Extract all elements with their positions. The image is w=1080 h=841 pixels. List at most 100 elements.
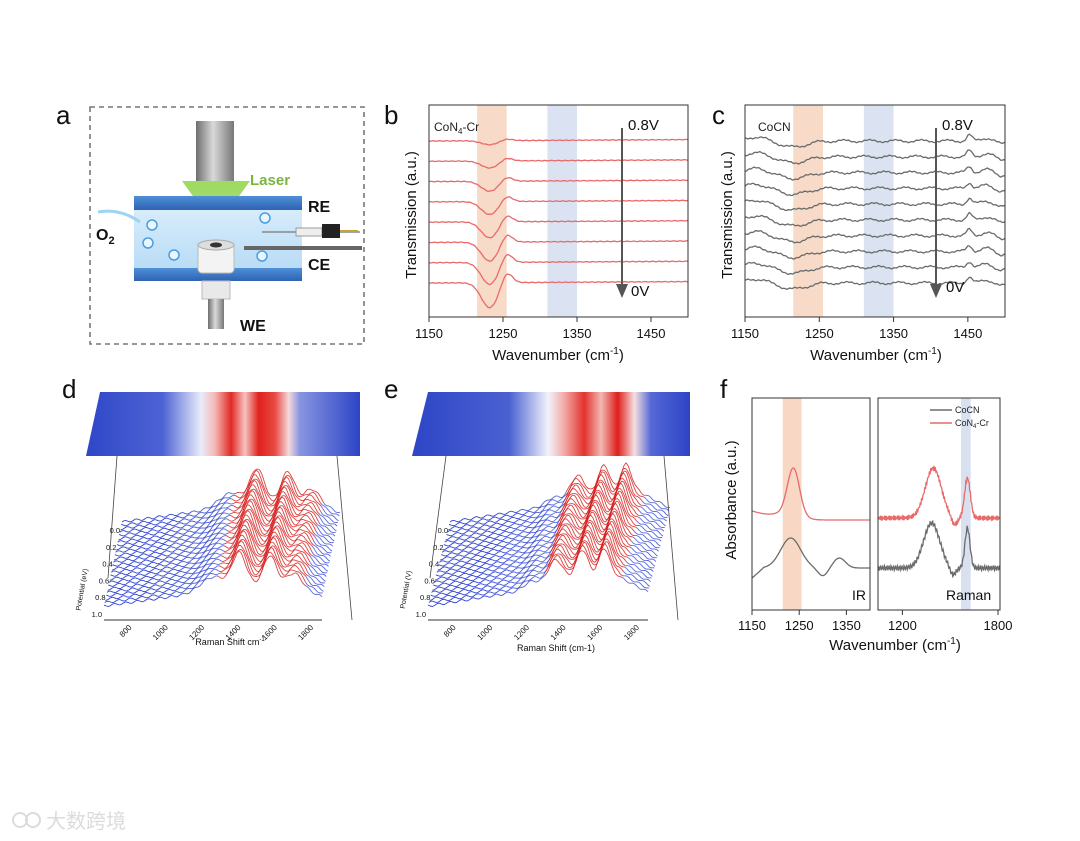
e-waterfall-segment xyxy=(499,557,502,560)
e-waterfall-segment xyxy=(441,570,444,573)
d-waterfall-segment xyxy=(299,534,302,537)
d-x-tick: 1000 xyxy=(151,623,170,642)
d-waterfall-segment xyxy=(146,554,150,556)
e-waterfall-segment xyxy=(486,583,489,586)
d-waterfall-segment xyxy=(316,585,320,588)
d-waterfall-segment xyxy=(287,526,291,532)
d-waterfall-segment xyxy=(182,541,186,544)
d-waterfall-segment xyxy=(246,527,250,533)
d-waterfall-segment xyxy=(146,581,150,584)
d-waterfall-segment xyxy=(216,504,220,508)
d-waterfall-segment xyxy=(229,508,233,511)
e-waterfall-segment xyxy=(442,573,445,576)
e-waterfall-segment xyxy=(571,514,575,519)
d-waterfall-segment xyxy=(194,582,198,584)
d-waterfall-segment xyxy=(302,504,305,506)
e-waterfall-segment xyxy=(517,525,521,528)
d-waterfall-segment xyxy=(331,514,335,518)
d-waterfall-segment xyxy=(122,585,126,588)
d-waterfall-segment xyxy=(215,563,219,566)
d-waterfall-segment xyxy=(126,568,129,571)
d-waterfall-segment xyxy=(322,535,326,539)
d-waterfall-segment xyxy=(132,549,136,552)
e-waterfall-segment xyxy=(499,589,502,591)
d-waterfall-segment xyxy=(161,535,164,538)
d-waterfall-segment xyxy=(241,520,245,524)
d-waterfall-segment xyxy=(105,599,108,601)
d-waterfall-segment xyxy=(177,537,181,539)
d-waterfall-segment xyxy=(158,545,162,548)
d-waterfall-segment xyxy=(122,576,126,579)
d-waterfall-segment xyxy=(303,524,307,527)
e-waterfall-segment xyxy=(467,573,471,576)
d-waterfall-segment xyxy=(172,591,175,595)
d-waterfall-segment xyxy=(245,502,249,509)
e-waterfall-segment xyxy=(553,555,557,559)
e-waterfall-segment xyxy=(597,489,601,492)
d-waterfall-segment xyxy=(310,554,314,557)
e-waterfall-segment xyxy=(650,512,654,514)
d-waterfall-segment xyxy=(201,530,205,534)
e-waterfall-segment xyxy=(543,565,547,569)
e-waterfall-segment xyxy=(526,518,530,521)
e-waterfall-segment xyxy=(520,581,524,585)
d-waterfall-segment xyxy=(195,576,198,579)
b-curve xyxy=(428,215,689,239)
d-waterfall-segment xyxy=(183,576,187,579)
e-waterfall-segment xyxy=(527,579,531,582)
d-waterfall-segment xyxy=(224,493,227,497)
d-waterfall-segment xyxy=(253,511,257,517)
d-waterfall-segment xyxy=(303,549,307,553)
d-waterfall-segment xyxy=(289,559,293,563)
d-waterfall-segment xyxy=(110,585,113,587)
e-waterfall-segment xyxy=(472,594,476,597)
e-waterfall-segment xyxy=(626,548,629,552)
d-waterfall-segment xyxy=(125,582,129,585)
e-waterfall-segment xyxy=(538,560,542,563)
d-waterfall-segment xyxy=(215,573,219,576)
d-waterfall-segment xyxy=(277,495,281,502)
d-waterfall-segment xyxy=(305,526,309,530)
e-waterfall-segment xyxy=(514,533,517,536)
e-waterfall-segment xyxy=(582,540,585,543)
d-waterfall-segment xyxy=(112,602,116,605)
d-waterfall-segment xyxy=(302,494,305,497)
d-waterfall-segment xyxy=(301,554,305,559)
d-waterfall-segment xyxy=(225,540,228,542)
d-waterfall-segment xyxy=(249,512,253,519)
d-waterfall-segment xyxy=(221,526,224,529)
d-waterfall-segment xyxy=(258,534,262,539)
e-waterfall-segment xyxy=(567,557,571,560)
d-waterfall-segment xyxy=(261,489,265,498)
d-waterfall-segment xyxy=(166,540,169,542)
d-waterfall-segment xyxy=(190,514,194,517)
d-waterfall-segment xyxy=(150,585,153,588)
d-waterfall-segment xyxy=(126,556,130,559)
d-waterfall-segment xyxy=(166,560,169,563)
d-waterfall-segment xyxy=(225,567,228,570)
d-waterfall-segment xyxy=(142,584,145,587)
d-waterfall-segment xyxy=(225,546,229,549)
d-waterfall-segment xyxy=(243,518,247,522)
e-waterfall-segment xyxy=(503,535,506,538)
e-waterfall-segment xyxy=(562,502,566,506)
e-waterfall-segment xyxy=(622,532,626,537)
e-waterfall-segment xyxy=(513,537,516,540)
e-waterfall-segment xyxy=(463,595,467,597)
d-waterfall-segment xyxy=(322,509,326,514)
b-v-bottom: 0V xyxy=(631,283,649,300)
e-waterfall-segment xyxy=(453,594,457,597)
d-waterfall-segment xyxy=(200,523,204,527)
d-waterfall-segment xyxy=(144,574,147,576)
e-waterfall-segment xyxy=(517,545,520,548)
e-waterfall-segment xyxy=(549,549,552,553)
e-waterfall-segment xyxy=(447,560,451,563)
e-waterfall-segment xyxy=(572,525,576,529)
d-waterfall-segment xyxy=(325,569,329,572)
d-waterfall-segment xyxy=(147,539,150,542)
e-waterfall-segment xyxy=(564,544,567,549)
d-waterfall-segment xyxy=(250,472,254,478)
d-waterfall-segment xyxy=(221,503,225,507)
d-waterfall-segment xyxy=(281,540,285,546)
d-waterfall-segment xyxy=(307,531,310,534)
